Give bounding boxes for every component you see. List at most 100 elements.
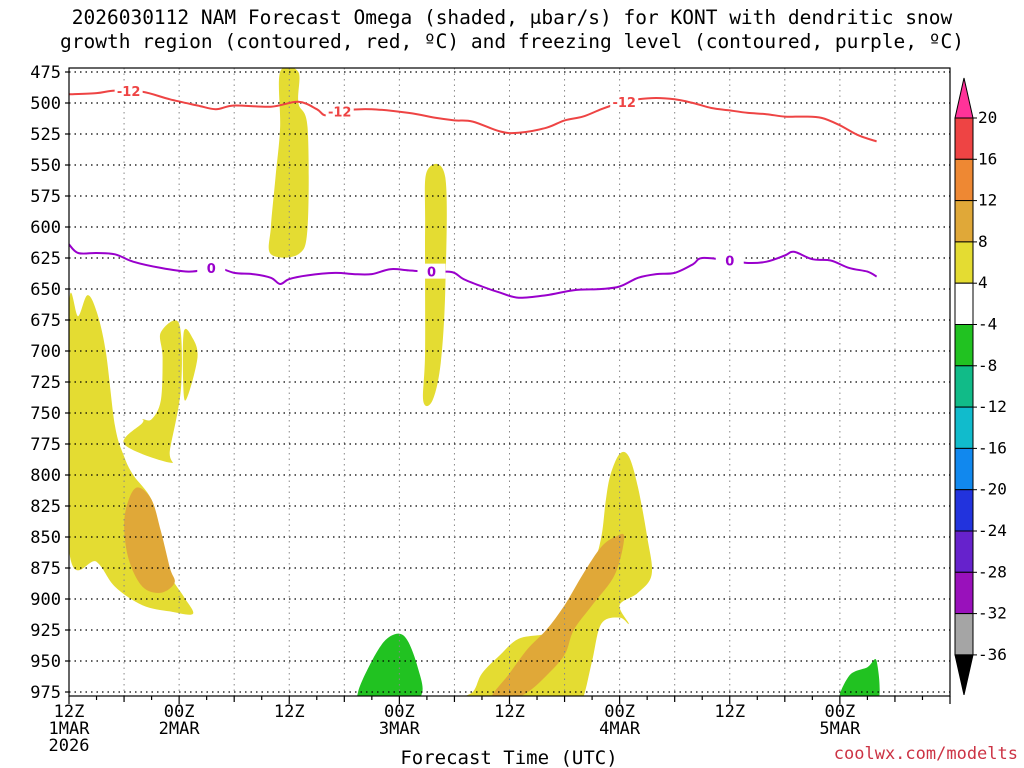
y-tick-label: 925 — [30, 621, 61, 641]
y-tick-label: 750 — [30, 404, 61, 424]
contour-label-bg — [114, 83, 143, 99]
grid-layer — [69, 68, 950, 696]
colorbar-top-arrow — [954, 77, 974, 119]
x-axis-label: Forecast Time (UTC) — [400, 747, 617, 768]
y-tick-label: 800 — [30, 466, 61, 486]
omega-layer — [69, 68, 880, 696]
colorbar-label: -36 — [978, 645, 1007, 664]
colorbar-label: 20 — [978, 108, 997, 127]
x-tick-label: 2MAR — [159, 719, 201, 739]
colorbar-segment — [954, 324, 974, 367]
contour-label: 0 — [207, 262, 216, 277]
y-tick-label: 825 — [30, 497, 61, 517]
colorbar-segment — [954, 158, 974, 202]
x-tick-label: 12Z — [274, 702, 305, 722]
chart-title: 2026030112 NAM Forecast Omega (shaded, μ… — [0, 6, 1024, 54]
x-tick-label: 00Z — [604, 702, 635, 722]
omega-region-left-orange — [124, 487, 175, 593]
x-tick-label: 12Z — [494, 702, 525, 722]
contour-label-bg — [417, 263, 446, 279]
y-tick-label: 700 — [30, 342, 61, 362]
y-tick-label: 775 — [30, 435, 61, 455]
y-tick-label: 975 — [30, 683, 61, 703]
contour-line-freezing — [69, 243, 878, 299]
omega-region-upper-yellow — [268, 68, 309, 258]
y-tick-label: 725 — [30, 373, 61, 393]
y-tick-label: 950 — [30, 652, 61, 672]
colorbar-label: -20 — [978, 480, 1007, 499]
omega-region-right-orange — [491, 533, 625, 696]
x-tick-label: 3MAR — [379, 719, 421, 739]
x-tick-label: 00Z — [825, 702, 856, 722]
y-tick-label: 875 — [30, 559, 61, 579]
y-tick-label: 500 — [30, 94, 61, 114]
colorbar-segment — [954, 365, 974, 408]
y-tick-label: 575 — [30, 187, 61, 207]
omega-region-right-green — [839, 659, 880, 696]
colorbar-segment — [954, 530, 974, 573]
x-tick-label: 4MAR — [599, 719, 641, 739]
x-tick-label: 12Z — [714, 702, 745, 722]
contour-label-bg — [715, 252, 744, 268]
colorbar-segment — [954, 241, 974, 284]
x-tick-label: 2026 — [49, 736, 90, 756]
contour-label: -12 — [117, 85, 141, 100]
contour-label: -12 — [612, 96, 636, 111]
y-tick-label: 650 — [30, 280, 61, 300]
omega-region-left-mid-yellow — [182, 328, 198, 401]
colorbar-label: -24 — [978, 521, 1007, 540]
colorbar-label: -32 — [978, 604, 1007, 623]
credit-link[interactable]: coolwx.com/modelts — [834, 744, 1018, 764]
contour-label-bg — [197, 259, 226, 275]
colorbar-segment — [954, 613, 974, 656]
x-tick-label: 00Z — [164, 702, 195, 722]
contour-label: -12 — [328, 106, 352, 121]
colorbar-label: -16 — [978, 438, 1007, 457]
omega-region-left-green — [357, 633, 423, 696]
y-tick-label: 550 — [30, 156, 61, 176]
omega-region-right-yellow — [465, 451, 653, 696]
colorbar-label: 8 — [978, 232, 988, 251]
colorbar: 20 16 12 8 4 -4 -8 -12 -16 -20 -24 -28 -32 -36 — [954, 77, 1007, 696]
colorbar-label: -28 — [978, 562, 1007, 581]
y-tick-label: 675 — [30, 311, 61, 331]
y-tick-label: 850 — [30, 528, 61, 548]
contour-label: 0 — [427, 266, 436, 281]
contour-label: 0 — [725, 254, 734, 269]
omega-region-mid-yellow — [422, 163, 447, 407]
colorbar-segment — [954, 447, 974, 491]
colorbar-segment — [954, 571, 974, 615]
omega-region-left-upper-yellow — [123, 320, 182, 463]
colorbar-segment — [954, 489, 974, 532]
colorbar-label: 12 — [978, 191, 997, 210]
y-tick-label: 600 — [30, 218, 61, 238]
colorbar-label: -8 — [978, 356, 997, 375]
title-line-1: 2026030112 NAM Forecast Omega (shaded, μ… — [71, 6, 953, 29]
colorbar-label: 4 — [978, 273, 988, 292]
x-tick-label: 00Z — [384, 702, 415, 722]
axis-layer: 475 500 525 550 575 600 625 650 675 700 725 750 775 8… — [30, 63, 951, 756]
colorbar-segment — [954, 406, 974, 449]
contour-layer: -12 -12 -12 0 0 0 — [69, 83, 878, 299]
colorbar-label: 16 — [978, 149, 997, 168]
y-tick-label: 525 — [30, 125, 61, 145]
colorbar-label: -4 — [978, 315, 997, 334]
colorbar-label: -12 — [978, 397, 1007, 416]
contour-line-dgz — [69, 89, 877, 143]
omega-region-left-big-yellow — [69, 292, 194, 615]
y-tick-label: 900 — [30, 590, 61, 610]
x-tick-label: 1MAR — [49, 719, 91, 739]
title-line-2: growth region (contoured, red, ºC) and f… — [60, 30, 964, 53]
colorbar-bottom-arrow — [954, 654, 974, 696]
colorbar-segment — [954, 282, 974, 326]
y-tick-label: 475 — [30, 63, 61, 83]
x-tick-label: 12Z — [54, 702, 85, 722]
colorbar-segment — [954, 117, 974, 160]
contour-label-bg — [325, 103, 354, 119]
colorbar-segment — [954, 200, 974, 243]
y-tick-label: 625 — [30, 249, 61, 269]
x-tick-label: 5MAR — [819, 719, 861, 739]
contour-label-bg — [610, 94, 639, 110]
